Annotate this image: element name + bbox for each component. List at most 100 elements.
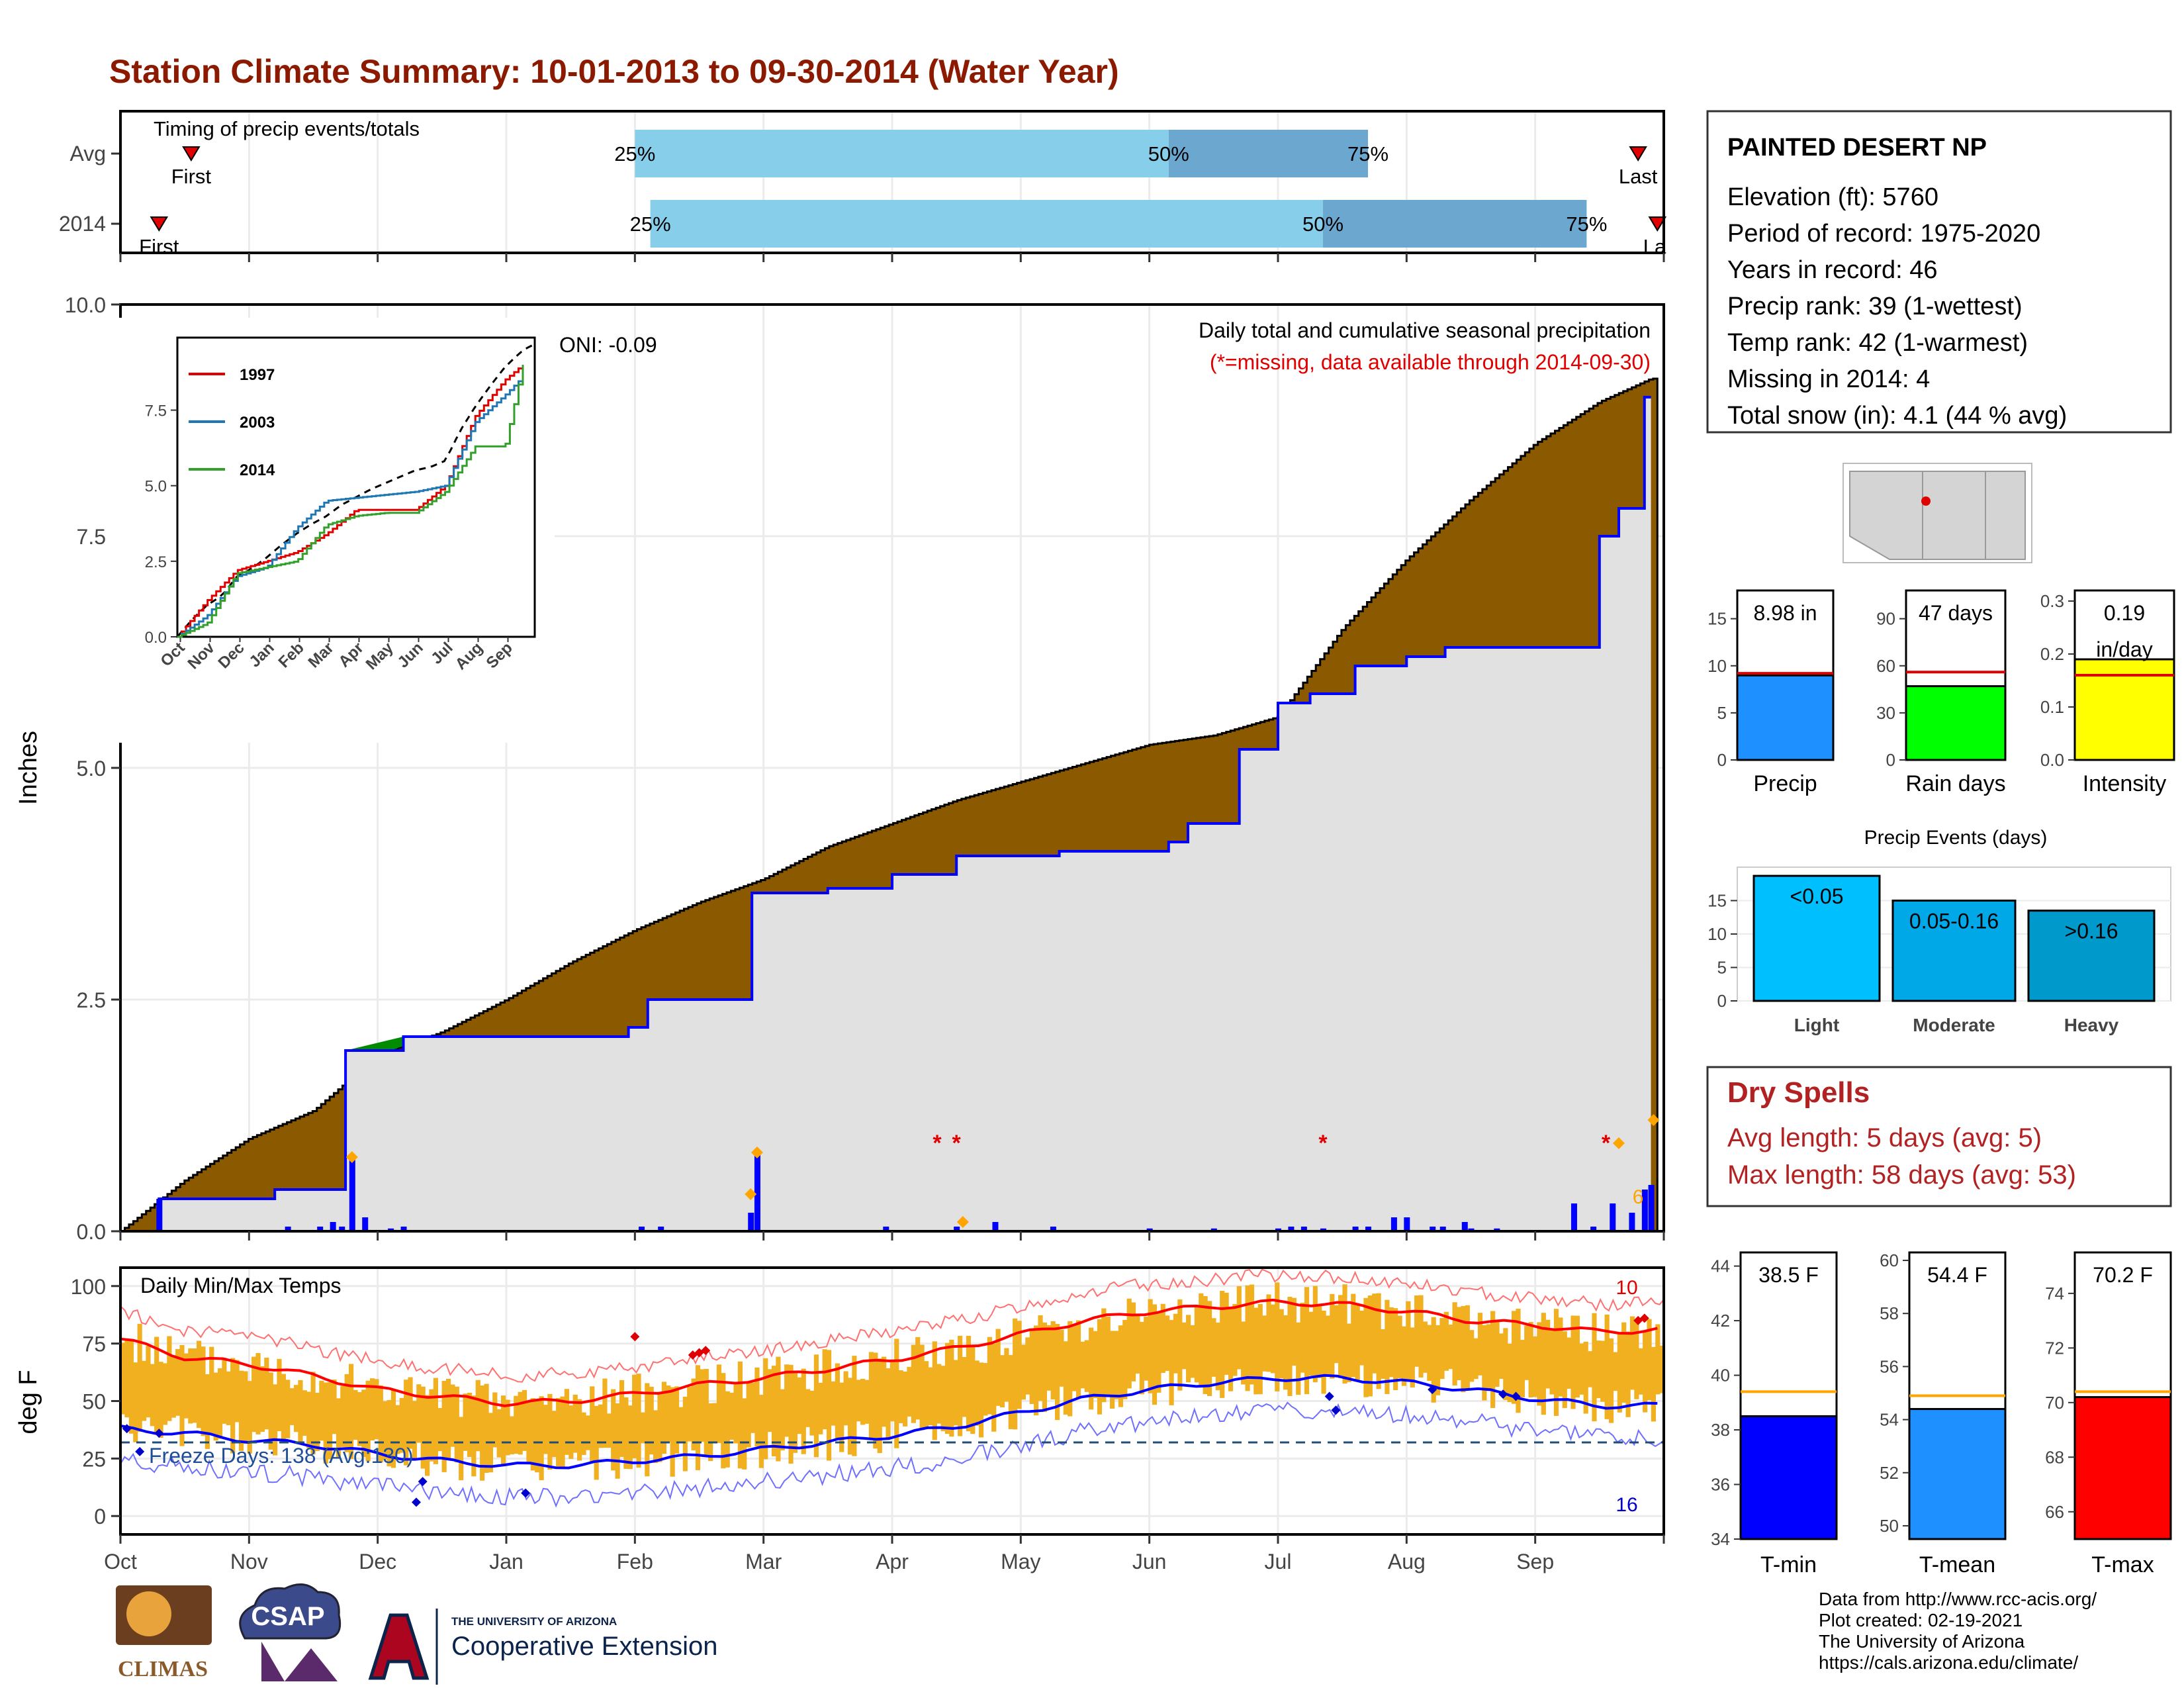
record-low-marker-icon bbox=[154, 1429, 164, 1438]
daily-temp-bar bbox=[285, 1380, 291, 1438]
daily-precip-bar bbox=[1430, 1227, 1436, 1231]
daily-temp-bar bbox=[666, 1385, 671, 1442]
daily-temp-bar bbox=[1126, 1298, 1132, 1389]
daily-temp-bar bbox=[572, 1394, 578, 1453]
daily-temp-bar bbox=[1448, 1325, 1453, 1370]
daily-temp-bar bbox=[281, 1374, 286, 1441]
daily-temp-bar bbox=[1105, 1316, 1111, 1397]
record-low-marker-icon bbox=[1428, 1385, 1437, 1395]
summary-ytick-label: 0.3 bbox=[2040, 591, 2064, 611]
daily-temp-bar bbox=[1410, 1327, 1415, 1387]
daily-temp-bar bbox=[788, 1364, 794, 1464]
month-tick-label: Mar bbox=[745, 1550, 782, 1573]
daily-temp-bar bbox=[1059, 1329, 1064, 1387]
daily-temp-bar bbox=[1304, 1287, 1310, 1395]
timing-p25-label: 25% bbox=[614, 142, 655, 165]
daily-temp-bar bbox=[150, 1364, 155, 1427]
daily-temp-bar bbox=[873, 1352, 878, 1449]
daily-temp-bar bbox=[1456, 1307, 1462, 1381]
temp-ytick-label: 40 bbox=[1711, 1366, 1730, 1385]
temp-ytick-label: 60 bbox=[1880, 1250, 1899, 1270]
daily-temp-bar bbox=[390, 1389, 396, 1468]
ua-a-logo-icon bbox=[368, 1613, 430, 1680]
daily-temp-bar bbox=[124, 1338, 130, 1418]
month-tick-label: Dec bbox=[359, 1550, 396, 1573]
daily-temp-bar bbox=[966, 1335, 971, 1432]
main-subheading: (*=missing, data available through 2014-… bbox=[1210, 350, 1651, 374]
daily-temp-bar bbox=[674, 1386, 680, 1454]
daily-temp-bar bbox=[306, 1391, 312, 1448]
daily-precip-bar bbox=[1275, 1228, 1281, 1231]
daily-temp-bar bbox=[923, 1361, 929, 1428]
daily-temp-bar bbox=[1224, 1292, 1229, 1375]
record-low-marker-icon bbox=[135, 1446, 145, 1456]
daily-temp-bar bbox=[746, 1382, 751, 1448]
temp-ytick-label: 50 bbox=[1880, 1516, 1899, 1536]
daily-temp-bar bbox=[1528, 1322, 1533, 1397]
daily-precip-bar bbox=[1288, 1227, 1295, 1231]
daily-temp-bar bbox=[1537, 1322, 1542, 1406]
missing-asterisk: * bbox=[1318, 1131, 1328, 1156]
daily-temp-bar bbox=[1034, 1325, 1039, 1416]
temp-value-label: 38.5 F bbox=[1758, 1263, 1819, 1287]
daily-temp-bar bbox=[1520, 1340, 1525, 1397]
daily-temp-bar bbox=[509, 1416, 514, 1454]
daily-temp-bar bbox=[560, 1396, 565, 1468]
daily-temp-bar bbox=[1545, 1319, 1551, 1389]
climas-logo-text: CLIMAS bbox=[118, 1657, 208, 1681]
daily-temp-bar bbox=[949, 1339, 954, 1437]
daily-temp-bar bbox=[577, 1399, 582, 1461]
daily-temp-bar bbox=[1613, 1352, 1618, 1391]
cumulative-2014-area bbox=[120, 397, 1651, 1231]
daily-temp-bar bbox=[1498, 1333, 1504, 1379]
summary-ytick-label: 0 bbox=[1717, 750, 1727, 770]
daily-temp-bar bbox=[361, 1389, 367, 1458]
event-value-label: 0.05-0.16 bbox=[1909, 910, 1999, 933]
summary-ytick-label: 30 bbox=[1876, 703, 1895, 723]
daily-temp-bar bbox=[1156, 1313, 1161, 1393]
daily-temp-bar bbox=[649, 1386, 654, 1455]
daily-temp-bar bbox=[856, 1380, 861, 1422]
daily-temp-bar bbox=[1406, 1301, 1411, 1382]
daily-temp-bar bbox=[623, 1397, 629, 1469]
daily-temp-bar bbox=[395, 1405, 400, 1454]
first-label: First bbox=[139, 235, 179, 258]
daily-temp-bar bbox=[128, 1339, 134, 1434]
daily-temp-bar bbox=[569, 1405, 574, 1459]
daily-precip-bar bbox=[156, 1199, 163, 1231]
daily-precip-bar bbox=[339, 1227, 345, 1231]
snow-marker-icon bbox=[751, 1147, 763, 1158]
temp-bar bbox=[1908, 1408, 2007, 1540]
climas-sun-icon bbox=[126, 1591, 171, 1636]
daily-temp-bar bbox=[171, 1355, 176, 1418]
daily-temp-bar bbox=[1655, 1324, 1661, 1395]
daily-temp-bar bbox=[188, 1348, 193, 1424]
daily-temp-bar bbox=[349, 1364, 354, 1459]
daily-temp-bar bbox=[974, 1360, 979, 1426]
daily-temp-bar bbox=[1046, 1325, 1052, 1391]
record-low-marker-icon bbox=[521, 1488, 531, 1498]
daily-temp-bar bbox=[209, 1346, 214, 1434]
missing-asterisk: * bbox=[1602, 1131, 1611, 1156]
last-label: Last bbox=[1619, 165, 1658, 188]
daily-temp-bar bbox=[1194, 1307, 1200, 1383]
month-tick-label: Feb bbox=[617, 1550, 653, 1573]
temp-ytick-label: 68 bbox=[2045, 1447, 2064, 1467]
daily-temp-bar bbox=[518, 1391, 523, 1455]
record-low-marker-icon bbox=[418, 1477, 428, 1487]
daily-precip-bar bbox=[1352, 1227, 1359, 1231]
daily-temp-bar bbox=[1308, 1311, 1314, 1376]
event-value-label: <0.05 bbox=[1790, 884, 1844, 908]
summary-ytick-label: 0.1 bbox=[2040, 697, 2064, 717]
inset-legend-label: 2003 bbox=[240, 414, 275, 432]
summary-bar-charts: 8.98 in 0 5 10 15 Precip 47 days 0 30 60 90 Rain da… bbox=[1707, 589, 2175, 796]
daily-precip-bar bbox=[1641, 1190, 1648, 1231]
daily-temp-bar bbox=[983, 1363, 988, 1416]
daily-precip-bar bbox=[1629, 1213, 1635, 1231]
daily-precip-bar bbox=[754, 1152, 760, 1231]
station-name: PAINTED DESERT NP bbox=[1727, 134, 1987, 162]
daily-temp-bar bbox=[902, 1372, 908, 1427]
event-value-label: >0.16 bbox=[2065, 919, 2118, 943]
missing-asterisk: * bbox=[933, 1131, 942, 1156]
month-tick-label: Aug bbox=[1388, 1550, 1426, 1573]
